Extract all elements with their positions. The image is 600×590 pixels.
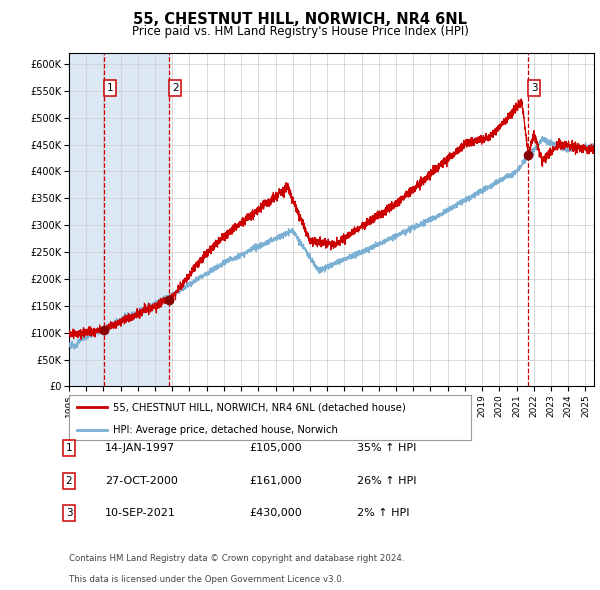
Text: 3: 3 bbox=[531, 83, 538, 93]
Text: 1: 1 bbox=[107, 83, 113, 93]
Text: Price paid vs. HM Land Registry's House Price Index (HPI): Price paid vs. HM Land Registry's House … bbox=[131, 25, 469, 38]
Text: 2: 2 bbox=[65, 476, 73, 486]
Text: 35% ↑ HPI: 35% ↑ HPI bbox=[357, 444, 416, 453]
Text: Contains HM Land Registry data © Crown copyright and database right 2024.: Contains HM Land Registry data © Crown c… bbox=[69, 555, 404, 563]
Text: 2% ↑ HPI: 2% ↑ HPI bbox=[357, 509, 409, 518]
Text: 55, CHESTNUT HILL, NORWICH, NR4 6NL (detached house): 55, CHESTNUT HILL, NORWICH, NR4 6NL (det… bbox=[113, 402, 406, 412]
Text: 26% ↑ HPI: 26% ↑ HPI bbox=[357, 476, 416, 486]
Text: 2: 2 bbox=[172, 83, 178, 93]
Text: This data is licensed under the Open Government Licence v3.0.: This data is licensed under the Open Gov… bbox=[69, 575, 344, 584]
Bar bbox=[69, 53, 169, 386]
Text: £161,000: £161,000 bbox=[249, 476, 302, 486]
Text: 10-SEP-2021: 10-SEP-2021 bbox=[105, 509, 176, 518]
Text: £430,000: £430,000 bbox=[249, 509, 302, 518]
Text: 1: 1 bbox=[65, 444, 73, 453]
Text: £105,000: £105,000 bbox=[249, 444, 302, 453]
Text: 55, CHESTNUT HILL, NORWICH, NR4 6NL: 55, CHESTNUT HILL, NORWICH, NR4 6NL bbox=[133, 12, 467, 27]
Text: HPI: Average price, detached house, Norwich: HPI: Average price, detached house, Norw… bbox=[113, 425, 338, 435]
Text: 14-JAN-1997: 14-JAN-1997 bbox=[105, 444, 175, 453]
Text: 3: 3 bbox=[65, 509, 73, 518]
Text: 27-OCT-2000: 27-OCT-2000 bbox=[105, 476, 178, 486]
